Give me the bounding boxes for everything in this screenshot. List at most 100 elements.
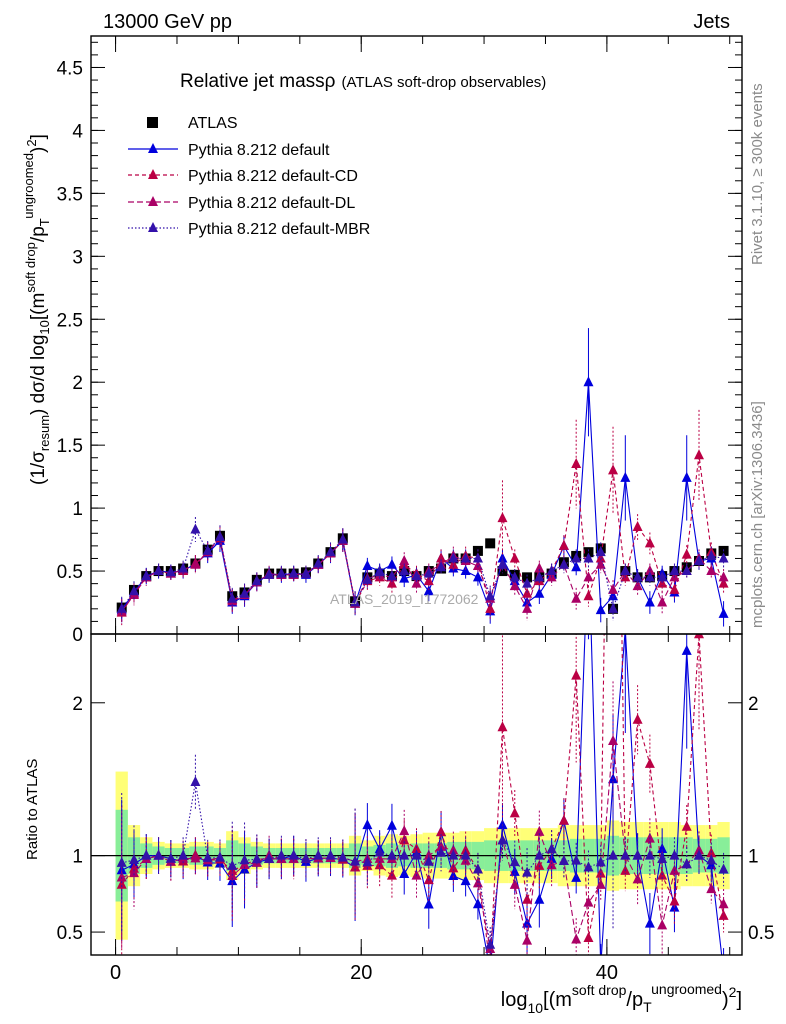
- ratio-point: [337, 851, 348, 862]
- data-point: [644, 571, 655, 582]
- data-point: [411, 577, 422, 588]
- ratio-point: [546, 859, 557, 870]
- data-point: [522, 577, 533, 588]
- x-tick-label: 20: [350, 962, 372, 984]
- data-point: [509, 552, 520, 563]
- ratio-point: [558, 855, 569, 866]
- ratio-point: [362, 856, 373, 867]
- legend-marker-cd: [148, 169, 158, 179]
- ratio-point: [448, 862, 459, 873]
- ratio-point: [669, 895, 680, 906]
- ratio-point: [350, 855, 361, 866]
- x-tick-label: 40: [596, 962, 618, 984]
- ratio-frame-border: [90, 633, 743, 956]
- ratio-point: [681, 644, 692, 655]
- ratio-point: [657, 919, 668, 930]
- main-y-tick-label: 0: [72, 625, 83, 646]
- legend-label-dl: Pythia 8.212 default-DL: [188, 195, 355, 212]
- ratio-point: [497, 834, 508, 845]
- data-point: [534, 571, 545, 582]
- mcplots-credit: mcplots.cern.ch [arXiv:1306.3436]: [749, 401, 766, 628]
- data-point: [497, 558, 508, 569]
- data-point: [608, 464, 619, 475]
- data-point: [485, 602, 496, 613]
- data-point: [399, 554, 410, 565]
- data-point: [632, 571, 643, 582]
- data-point: [472, 552, 483, 563]
- data-point: [681, 565, 692, 576]
- data-point: [276, 567, 287, 578]
- legend-label-default: Pythia 8.212 default: [188, 142, 330, 159]
- ratio-point: [399, 867, 410, 878]
- ratio-point: [608, 9, 618, 19]
- ratio-point: [178, 849, 189, 860]
- ratio-point: [423, 849, 434, 860]
- data-point: [178, 562, 189, 573]
- ratio-point: [583, 532, 593, 542]
- data-point: [116, 602, 127, 613]
- ratio-point: [190, 852, 201, 863]
- main-y-tick-label: 1: [72, 499, 83, 520]
- data-point: [436, 561, 447, 572]
- data-point: [399, 572, 410, 583]
- ratio-point: [460, 849, 471, 860]
- data-point: [165, 566, 176, 577]
- ratio-point: [460, 875, 471, 886]
- data-point: [190, 523, 201, 534]
- ratio-point: [214, 851, 225, 862]
- data-point: [472, 560, 483, 571]
- ratio-point: [583, 896, 594, 907]
- header-energy: 13000 GeV pp: [103, 11, 232, 33]
- ratio-point: [608, 849, 619, 860]
- ratio-point: [571, 933, 582, 944]
- data-point: [706, 565, 717, 576]
- ratio-point: [669, 849, 680, 860]
- ratio-point: [313, 849, 324, 860]
- ratio-point: [448, 849, 459, 860]
- ratio-point: [448, 870, 459, 881]
- x-tick-label: 0: [110, 962, 121, 984]
- data-point: [583, 547, 594, 558]
- ratio-point: [522, 866, 533, 877]
- data-point: [644, 596, 655, 607]
- data-point: [534, 562, 545, 573]
- ratio-point: [657, 852, 668, 863]
- data-point: [264, 568, 275, 579]
- main-y-tick-label: 1.5: [57, 436, 83, 457]
- data-point: [485, 538, 496, 549]
- ratio-point: [251, 853, 262, 864]
- data-point: [337, 533, 348, 544]
- ratio-point: [472, 863, 483, 874]
- legend-marker-default: [148, 143, 158, 153]
- ratio-point: [276, 849, 287, 860]
- ratio-point: [595, 867, 606, 878]
- ratio-point: [620, 623, 630, 633]
- ratio-y-tick-label: 0.5: [57, 923, 83, 944]
- data-point: [522, 602, 533, 613]
- ratio-point: [718, 863, 729, 874]
- ratio-point: [411, 849, 422, 860]
- ratio-point: [399, 849, 410, 860]
- data-point: [386, 570, 397, 581]
- ratio-point: [153, 849, 164, 860]
- data-point: [608, 590, 619, 601]
- data-point: [608, 583, 619, 594]
- ratio-point: [497, 819, 508, 830]
- ratio-point: [546, 843, 557, 854]
- data-point: [423, 567, 434, 578]
- data-point: [681, 471, 692, 482]
- ratio-y-tick-label-right: 2: [748, 694, 759, 715]
- main-y-tick-label: 3.5: [57, 184, 83, 205]
- ratio-point: [128, 854, 139, 865]
- ratio-point: [534, 859, 545, 870]
- ratio-point: [558, 814, 569, 825]
- data-point: [583, 552, 594, 563]
- ratio-point: [472, 898, 483, 909]
- ratio-point: [644, 849, 655, 860]
- data-point: [644, 537, 655, 548]
- legend-label-cd: Pythia 8.212 default-CD: [188, 168, 358, 185]
- data-point: [718, 552, 729, 563]
- main-y-tick-label: 4.5: [57, 58, 83, 79]
- ratio-point: [571, 871, 582, 882]
